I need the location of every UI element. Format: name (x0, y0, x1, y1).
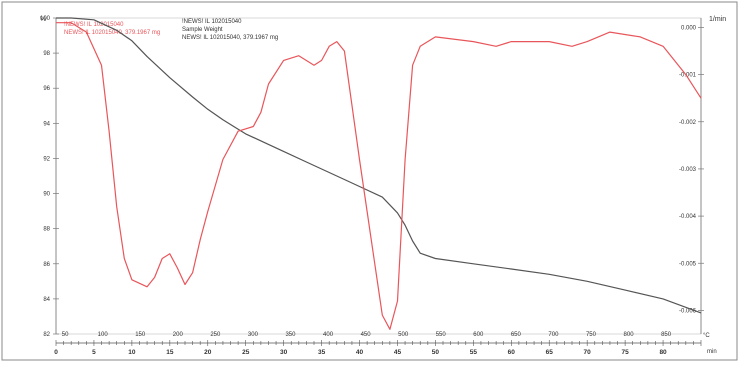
temperature-tick-label: 50 (62, 332, 69, 338)
time-tick-label: 80 (659, 349, 667, 356)
legend-red-line2: NEWS! IL 102015040, 379.1967 mg (64, 30, 160, 36)
legend-gray-line3: NEWS! IL 102015040, 379.1967 mg (182, 35, 278, 41)
temperature-tick-label: 400 (323, 332, 334, 338)
time-tick-label: 45 (394, 349, 402, 356)
temperature-axis-unit: °C (703, 333, 710, 339)
time-tick-label: 50 (432, 349, 440, 356)
left-tick-label: 82 (43, 332, 50, 338)
temperature-tick-label: 250 (210, 332, 221, 338)
temperature-tick-label: 100 (98, 332, 109, 338)
bottom-axes: 50 100 150 200 250 300 350 400 450 500 550 600 650 70… (54, 332, 702, 356)
right-tick-label: -0.005 (679, 261, 697, 267)
left-tick-label: 94 (43, 121, 50, 127)
right-tick-label: -0.003 (679, 167, 697, 173)
legend-red: !NEWS! IL 102015040 NEWS! IL 102015040, … (64, 22, 160, 36)
left-tick-label: 84 (43, 297, 50, 303)
time-axis-unit: min (707, 349, 717, 355)
temperature-tick-label: 350 (285, 332, 296, 338)
temperature-tick-label: 500 (398, 332, 409, 338)
temperature-tick-label: 550 (436, 332, 447, 338)
left-tick-label: 92 (43, 156, 50, 162)
right-axis-unit: 1/min (709, 16, 726, 23)
time-tick-label: 5 (92, 349, 96, 356)
series-layer (56, 17, 702, 330)
temperature-tick-label: 850 (661, 332, 672, 338)
left-tick-label: 98 (43, 51, 50, 57)
left-tick-label: 90 (43, 192, 50, 198)
time-tick-label: 35 (318, 349, 326, 356)
right-tick-label: -0.001 (679, 73, 697, 79)
right-tick-label: -0.006 (679, 308, 697, 314)
left-tick-label: 86 (43, 262, 50, 268)
left-tick-label: 96 (43, 86, 50, 92)
time-tick-label: 25 (242, 349, 250, 356)
time-tick-label: 10 (128, 349, 136, 356)
temperature-tick-label: 150 (135, 332, 146, 338)
temperature-tick-label: 700 (548, 332, 559, 338)
temperature-tick-label: 600 (473, 332, 484, 338)
legend-red-line1: !NEWS! IL 102015040 (64, 22, 124, 28)
left-tick-label: 100 (40, 16, 51, 22)
time-tick-label: 20 (204, 349, 212, 356)
legend-gray-line2: Sample Weight (182, 27, 223, 33)
outer-frame (1, 1, 738, 361)
tg-curve-gray (56, 17, 702, 314)
left-axis-ticks: 100 98 96 94 92 90 88 86 84 82 (40, 16, 59, 338)
time-tick-label: 65 (546, 349, 554, 356)
right-tick-label: 0.000 (681, 25, 697, 31)
time-tick-label: 15 (166, 349, 174, 356)
time-tick-label: 40 (356, 349, 364, 356)
time-tick-label: 55 (470, 349, 478, 356)
time-tick-label: 30 (280, 349, 288, 356)
time-tick-label: 70 (584, 349, 592, 356)
legend-gray-line1: !NEWS! IL 102015040 (182, 19, 242, 25)
temperature-tick-label: 650 (511, 332, 522, 338)
temperature-tick-label: 300 (248, 332, 259, 338)
time-tick-label: 75 (622, 349, 630, 356)
left-axis-unit: % (40, 16, 46, 23)
right-tick-label: -0.004 (679, 214, 697, 220)
dtg-curve-red (56, 22, 702, 330)
time-tick-label: 60 (508, 349, 516, 356)
temperature-tick-label: 200 (173, 332, 184, 338)
time-tick-label: 0 (54, 349, 58, 356)
left-tick-label: 88 (43, 227, 50, 233)
temperature-tick-label: 750 (586, 332, 597, 338)
right-axis-ticks: 0.000 -0.001 -0.002 -0.003 -0.004 -0.005 -0.00… (679, 18, 704, 334)
right-tick-label: -0.002 (679, 120, 697, 126)
temperature-tick-label: 450 (361, 332, 372, 338)
temperature-tick-label: 800 (624, 332, 635, 338)
legend-gray: !NEWS! IL 102015040 Sample Weight NEWS! … (182, 19, 278, 41)
